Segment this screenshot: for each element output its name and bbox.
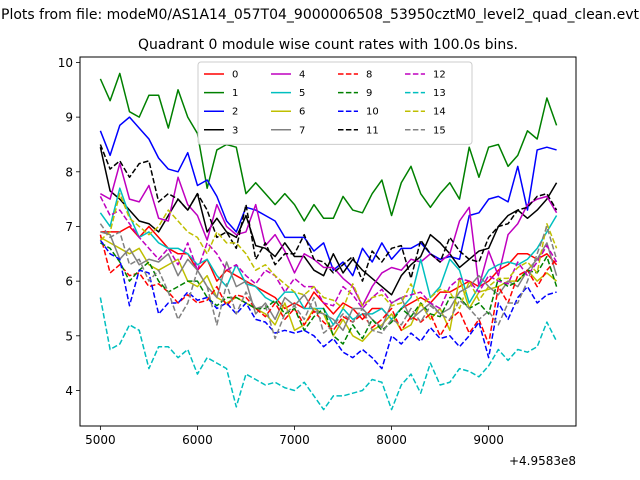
legend-label-0: 0: [232, 70, 238, 81]
chart-title: Quadrant 0 module wise count rates with …: [138, 37, 518, 53]
series-line-9: [100, 242, 558, 345]
legend-box: [197, 61, 473, 145]
legend-label-3: 3: [232, 125, 238, 136]
y-tick-label-9: 9: [65, 111, 73, 125]
series-line-0: [100, 225, 558, 321]
legend-label-4: 4: [299, 70, 305, 81]
series-line-2: [99, 116, 557, 277]
legend-label-5: 5: [299, 88, 305, 99]
series-line-6: [100, 236, 558, 343]
legend-label-11: 11: [366, 125, 379, 136]
y-tick-label-7: 7: [65, 220, 73, 234]
series-line-4: [100, 162, 558, 307]
legend-label-14: 14: [433, 107, 446, 118]
x-tick-label-9000: 9000: [473, 433, 504, 447]
x-offset-label: +4.9583e8: [509, 454, 576, 468]
x-tick-label-5000: 5000: [85, 433, 116, 447]
y-tick-label-4: 4: [65, 384, 73, 398]
legend-label-15: 15: [433, 125, 446, 136]
y-tick-label-5: 5: [65, 329, 73, 343]
legend-label-6: 6: [299, 107, 305, 118]
series-line-1: [99, 72, 558, 222]
legend-label-9: 9: [366, 88, 372, 99]
figure-suptitle: Plots from file: modeM0/AS1A14_057T04_90…: [1, 7, 639, 23]
legend-label-13: 13: [433, 88, 446, 99]
axes-frame: [79, 56, 577, 427]
y-tick-label-10: 10: [58, 56, 73, 70]
legend-label-7: 7: [299, 125, 305, 136]
legend-label-10: 10: [366, 107, 379, 118]
legend-label-1: 1: [232, 88, 238, 99]
legend-label-8: 8: [366, 70, 372, 81]
y-tick-label-6: 6: [65, 275, 73, 289]
legend-label-12: 12: [433, 70, 446, 81]
plot-series-layer: [99, 72, 558, 411]
series-line-11: [99, 144, 558, 282]
series-line-10: [99, 239, 557, 370]
series-line-7: [100, 231, 558, 332]
series-line-15: [99, 223, 558, 340]
x-tick-label-7000: 7000: [279, 433, 310, 447]
series-line-13: [99, 297, 558, 411]
x-tick-label-6000: 6000: [182, 433, 213, 447]
x-tick-label-8000: 8000: [376, 433, 407, 447]
series-line-8: [99, 234, 558, 345]
series-line-3: [99, 147, 558, 296]
y-tick-label-8: 8: [65, 165, 73, 179]
legend-label-2: 2: [232, 107, 238, 118]
